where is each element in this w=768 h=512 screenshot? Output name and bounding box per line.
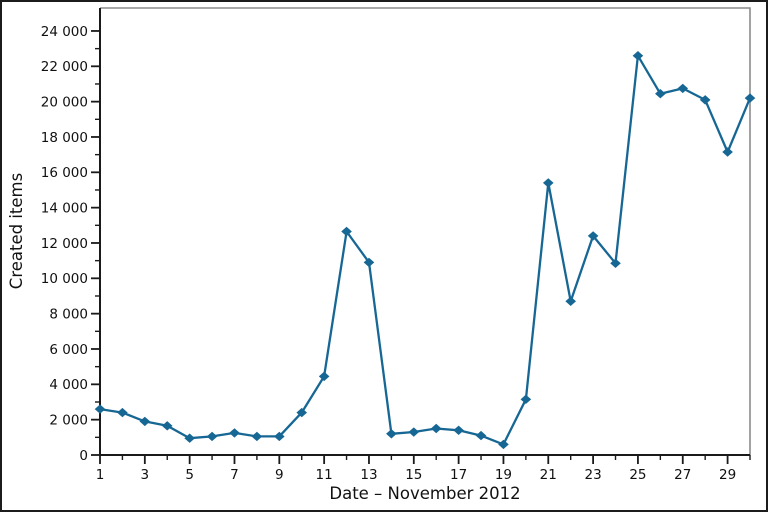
x-tick-label: 25 xyxy=(629,467,646,483)
data-point-marker xyxy=(341,226,352,237)
data-point-marker xyxy=(274,431,285,442)
y-tick-label: 2 000 xyxy=(49,412,88,428)
x-tick-label: 1 xyxy=(96,467,105,483)
data-point-marker xyxy=(229,428,240,438)
y-tick-label: 6 000 xyxy=(49,342,88,358)
data-point-marker xyxy=(677,83,689,94)
x-tick-label: 17 xyxy=(450,467,467,483)
y-tick-label: 16 000 xyxy=(41,165,88,181)
x-tick-label: 29 xyxy=(719,467,736,483)
data-point-marker xyxy=(453,425,464,435)
x-tick-label: 23 xyxy=(585,467,602,483)
y-axis-title: Created items xyxy=(7,173,26,289)
y-tick-label: 14 000 xyxy=(41,200,88,216)
data-point-marker xyxy=(565,296,576,306)
data-point-marker xyxy=(610,258,621,269)
y-tick-label: 12 000 xyxy=(41,236,88,252)
data-point-marker xyxy=(744,93,756,103)
data-point-marker xyxy=(542,178,554,188)
x-tick-label: 15 xyxy=(405,467,422,483)
data-point-marker xyxy=(699,95,711,105)
data-point-marker xyxy=(94,404,106,414)
data-point-marker xyxy=(475,430,487,441)
y-tick-label: 24 000 xyxy=(41,24,88,40)
x-axis-title: Date – November 2012 xyxy=(329,484,520,503)
x-tick-label: 5 xyxy=(185,467,194,483)
data-point-marker xyxy=(498,439,509,450)
data-line xyxy=(98,54,752,446)
data-point-marker xyxy=(632,51,644,61)
data-point-marker xyxy=(296,407,308,418)
y-tick-label: 22 000 xyxy=(41,59,88,75)
data-point-marker xyxy=(117,407,128,418)
data-point-marker xyxy=(520,394,532,405)
y-tick-label: 0 xyxy=(79,448,88,464)
data-point-marker xyxy=(161,421,173,431)
data-point-marker xyxy=(363,257,375,268)
data-point-marker xyxy=(408,427,420,437)
x-tick-label: 19 xyxy=(495,467,512,483)
x-tick-label: 3 xyxy=(141,467,150,483)
data-point-marker xyxy=(184,433,195,443)
data-point-marker xyxy=(386,429,397,439)
y-tick-label: 8 000 xyxy=(49,306,88,322)
x-tick-label: 27 xyxy=(674,467,691,483)
data-point-marker xyxy=(587,231,599,241)
data-point-marker xyxy=(430,423,442,434)
y-tick-label: 18 000 xyxy=(41,130,88,146)
chart-root: 0 2 000 4 000 6 000 8 000 10 000 12 000 14 000 1… xyxy=(41,7,756,483)
x-tick-label: 13 xyxy=(360,467,377,483)
y-tick-label: 20 000 xyxy=(41,94,88,110)
data-point-marker xyxy=(722,147,733,157)
x-tick-label: 7 xyxy=(230,467,239,483)
plot-frame xyxy=(100,7,751,455)
x-tick-label: 9 xyxy=(275,467,284,483)
x-tick-label: 11 xyxy=(316,467,333,483)
data-point-marker xyxy=(251,431,263,442)
x-tick-label: 21 xyxy=(540,467,557,483)
y-tick-label: 10 000 xyxy=(41,271,88,287)
data-point-marker xyxy=(206,431,218,442)
data-point-marker xyxy=(655,88,666,99)
data-point-marker xyxy=(139,416,151,427)
y-tick-label: 4 000 xyxy=(49,377,88,393)
data-point-marker xyxy=(318,371,330,382)
